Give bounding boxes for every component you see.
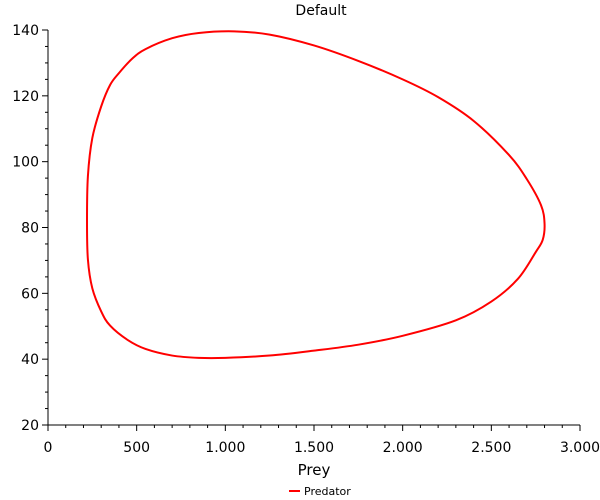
- series-layer: [86, 30, 546, 360]
- legend[interactable]: Predator: [289, 485, 351, 498]
- y-tick-label: 100: [12, 155, 39, 171]
- x-tick-label: 500: [123, 440, 150, 456]
- x-tick-label: 1.500: [294, 440, 334, 456]
- y-tick-label: 120: [12, 89, 39, 105]
- x-tick-label: 2.000: [383, 440, 423, 456]
- y-tick-label: 20: [21, 418, 39, 434]
- legend-label: Predator: [304, 485, 351, 498]
- y-tick-label: 40: [21, 352, 39, 368]
- chart-title: Default: [295, 3, 347, 19]
- x-tick-label: 0: [44, 440, 53, 456]
- x-tick-label: 1.000: [205, 440, 245, 456]
- x-axis-label: Prey: [298, 461, 331, 479]
- plot-area: 20 40 60 80 100 120 140 0 500 1.000 1.500 2.000 2.5…: [12, 23, 600, 456]
- x-tick-label: 3.000: [560, 440, 600, 456]
- y-tick-label: 80: [21, 221, 39, 237]
- y-tick-label: 140: [12, 23, 39, 39]
- x-tick-label: 2.500: [471, 440, 511, 456]
- y-tick-label: 60: [21, 286, 39, 302]
- x-axis-ticks: 0 500 1.000 1.500 2.000 2.500 3.000: [44, 425, 600, 456]
- y-axis-ticks: 20 40 60 80 100 120 140: [12, 23, 48, 434]
- series-line-predator: [86, 30, 546, 360]
